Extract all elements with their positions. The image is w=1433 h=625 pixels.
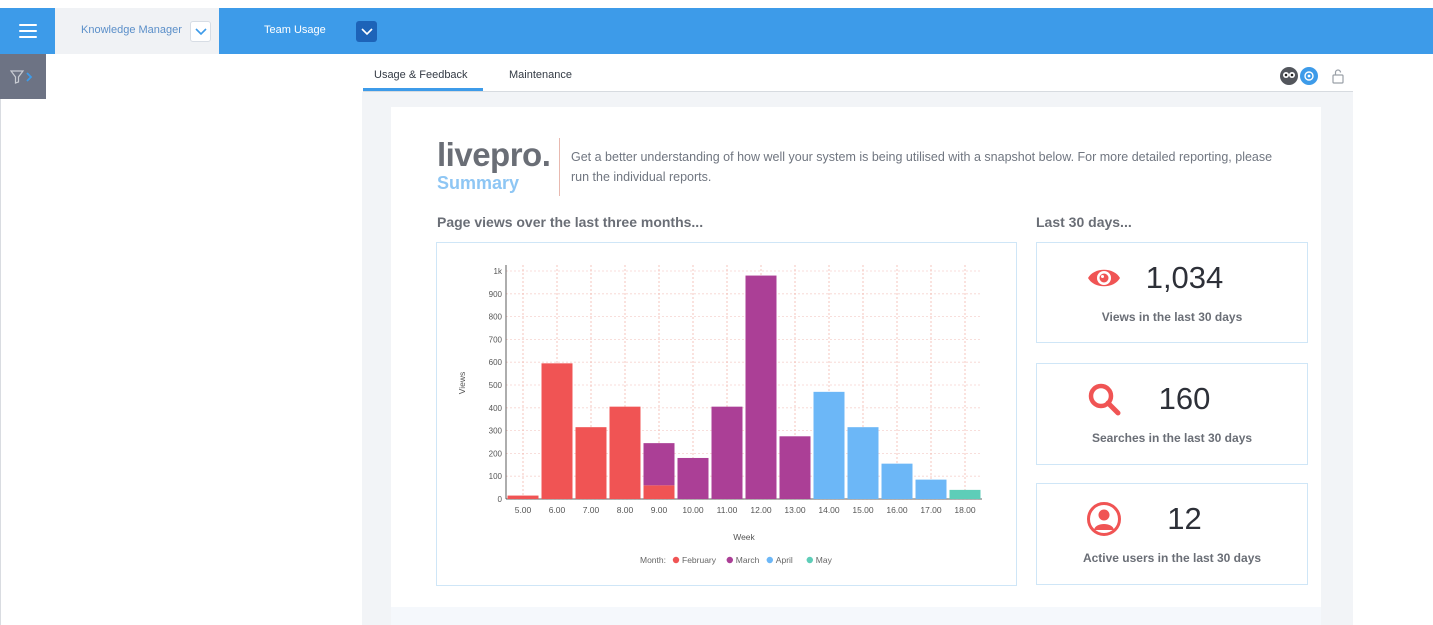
team-usage-dropdown-button[interactable]: [356, 21, 377, 42]
searches-value: 160: [1158, 381, 1211, 416]
bar-april: [881, 463, 913, 499]
y-tick-label: 600: [489, 358, 503, 367]
x-tick-label: 16.00: [886, 505, 908, 515]
tab-maintenance[interactable]: Maintenance: [509, 69, 572, 81]
tab-usage-feedback[interactable]: Usage & Feedback: [374, 69, 468, 81]
x-axis-title: Week: [733, 532, 755, 542]
x-tick-label: 10.00: [682, 505, 704, 515]
bar-february: [541, 363, 573, 499]
bar-april: [847, 427, 879, 499]
lock-icon[interactable]: [1330, 68, 1346, 84]
x-tick-label: 15.00: [852, 505, 874, 515]
y-tick-label: 800: [489, 313, 503, 322]
active-users-label: Active users in the last 30 days: [1082, 551, 1262, 565]
bar-march: [643, 443, 675, 486]
page-views-chart: 0 100 200 300 400 500 600 700 800 900 1k 5.00 6.00 7.…: [436, 242, 1017, 586]
summary-intro-text: Get a better understanding of how well y…: [571, 150, 1273, 184]
team-usage-label: Team Usage: [264, 24, 326, 36]
bar-march: [745, 275, 777, 499]
legend-dot-april: [766, 556, 773, 564]
page-views-bar-chart: 0 100 200 300 400 500 600 700 800 900 1k 5.00 6.00 7.…: [457, 265, 982, 565]
y-tick-label: 300: [489, 427, 503, 436]
y-tick-label: 200: [489, 449, 503, 458]
views-stat-card: 1,034 Views in the last 30 days: [1036, 242, 1308, 343]
active-users-stat-card: 12 Active users in the last 30 days: [1036, 483, 1308, 585]
x-tick-label: 14.00: [818, 505, 840, 515]
x-tick-label: 9.00: [651, 505, 668, 515]
bar-march: [779, 436, 811, 499]
legend-label-march: March: [736, 555, 760, 565]
y-tick-label: 700: [489, 335, 503, 344]
assistant-icon[interactable]: [1300, 67, 1318, 85]
y-tick-label: 100: [489, 472, 503, 481]
knowledge-manager-label: Knowledge Manager: [81, 24, 182, 36]
summary-subtitle: Summary: [437, 173, 520, 193]
x-tick-label: 18.00: [954, 505, 976, 515]
x-tick-label: 17.00: [920, 505, 942, 515]
legend-title: Month:: [640, 555, 666, 565]
livepro-logo: livepro.: [437, 136, 551, 173]
active-users-value: 12: [1167, 501, 1202, 536]
x-tick-label: 5.00: [515, 505, 532, 515]
legend-label-february: February: [682, 555, 717, 565]
legend-dot-february: [672, 556, 680, 564]
legend-label-may: May: [816, 555, 833, 565]
x-tick-label: 7.00: [583, 505, 600, 515]
knowledge-manager-dropdown-button[interactable]: [190, 21, 211, 42]
filter-toggle-button[interactable]: [0, 54, 46, 99]
active-tab-indicator: [363, 88, 483, 91]
bar-april: [813, 391, 845, 499]
views-value: 1,034: [1145, 260, 1224, 295]
report-tabs: Usage & Feedback Maintenance: [363, 60, 1353, 92]
searches-stat-card: 160 Searches in the last 30 days: [1036, 363, 1308, 465]
legend-label-april: April: [776, 555, 793, 565]
bar-march: [677, 457, 709, 499]
top-bar: [0, 8, 1433, 54]
y-tick-label: 1k: [494, 267, 503, 276]
hamburger-icon: [18, 24, 37, 38]
page-views-title: Page views over the last three months...: [437, 214, 704, 230]
views-label: Views in the last 30 days: [1101, 310, 1243, 324]
eye-icon: [1088, 269, 1120, 287]
knowledge-manager-selector[interactable]: Knowledge Manager: [55, 8, 219, 54]
bar-may: [949, 489, 981, 499]
last-30-days-title: Last 30 days...: [1036, 214, 1132, 230]
y-tick-label: 900: [489, 290, 503, 299]
legend-dot-may: [806, 556, 813, 564]
x-tick-label: 12.00: [750, 505, 772, 515]
user-icon: [1087, 502, 1121, 536]
bar-february: [609, 406, 641, 499]
bar-april: [915, 479, 947, 499]
hamburger-menu-button[interactable]: [0, 8, 55, 54]
bar-february: [507, 495, 539, 499]
search-icon: [1088, 383, 1121, 416]
owl-icon[interactable]: [1280, 67, 1298, 85]
searches-label: Searches in the last 30 days: [1091, 431, 1253, 445]
y-axis-title: Views: [457, 372, 467, 395]
chevron-down-icon: [360, 27, 373, 35]
y-tick-label: 400: [489, 404, 503, 413]
bar-march: [711, 406, 743, 499]
summary-panel: [391, 107, 1321, 607]
bar-february: [643, 485, 675, 499]
chevron-down-icon: [194, 27, 207, 35]
y-tick-label: 0: [498, 495, 503, 504]
x-tick-label: 8.00: [617, 505, 634, 515]
x-tick-label: 6.00: [549, 505, 566, 515]
x-tick-label: 13.00: [784, 505, 806, 515]
x-tick-label: 11.00: [717, 505, 738, 515]
filter-icon: [10, 69, 33, 84]
bar-february: [575, 427, 607, 499]
legend-dot-march: [726, 556, 733, 564]
y-tick-label: 500: [489, 381, 503, 390]
